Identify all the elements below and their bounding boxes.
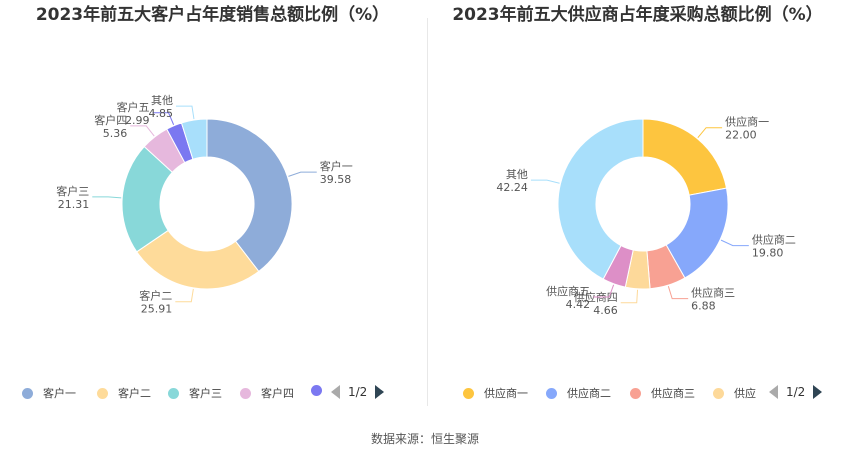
next-page-icon[interactable] xyxy=(813,385,823,399)
slice-label-value: 2.99 xyxy=(125,114,150,127)
legend-label: 客户三 xyxy=(189,387,222,400)
leader-line xyxy=(530,179,560,184)
leader-line xyxy=(92,196,122,199)
next-page-icon[interactable] xyxy=(375,385,385,399)
supplier-chart-panel: 2023年前五大供应商占年度采购总额比例（%） 供应商一 22.00 供应商二 19.… xyxy=(425,0,850,415)
slice-label-name: 客户五 xyxy=(117,100,150,114)
prev-page-icon[interactable] xyxy=(331,385,340,399)
legend-label: 客户二 xyxy=(118,387,151,400)
slice-label-name: 供应商二 xyxy=(752,233,796,247)
leader-line xyxy=(593,284,615,298)
slice-label-name: 供应商三 xyxy=(691,286,735,300)
legend-item[interactable]: 供应 xyxy=(713,385,756,401)
leader-line xyxy=(620,289,639,304)
slice-label-name: 客户二 xyxy=(139,289,172,303)
legend-dot xyxy=(168,387,179,399)
leader-line xyxy=(720,239,749,247)
legend-item[interactable]: 供应商二 xyxy=(546,385,611,401)
slice-label-value: 25.91 xyxy=(141,303,173,316)
chart-title: 2023年前五大供应商占年度采购总额比例（%） xyxy=(452,5,823,25)
slice-label-value: 4.85 xyxy=(148,107,173,120)
legend-item[interactable]: 客户四 xyxy=(240,385,294,401)
legend-dot xyxy=(546,387,557,399)
leader-line xyxy=(152,112,175,125)
legend-label: 供应商三 xyxy=(651,387,695,400)
leader-line xyxy=(697,127,723,139)
slice-label-name: 其他 xyxy=(151,94,173,107)
legend-page-indicator: 1/2 xyxy=(786,385,806,399)
slice-label-value: 19.80 xyxy=(752,247,784,260)
slice-label-value: 42.24 xyxy=(496,181,528,194)
legend-label: 客户一 xyxy=(43,387,76,400)
legend-item[interactable] xyxy=(311,385,332,396)
leader-line xyxy=(130,125,155,137)
legend-dot xyxy=(311,385,322,396)
supplier-donut-chart: 供应商一22.00供应商二19.80供应商三6.88供应商四4.66供应商五4.… xyxy=(496,115,796,317)
legend-dot xyxy=(240,387,251,399)
slice-label-value: 39.58 xyxy=(320,173,352,186)
donut-slice[interactable] xyxy=(136,229,260,290)
legend-label: 供应 xyxy=(734,387,756,400)
legend-label: 供应商一 xyxy=(484,387,528,400)
donut-slice[interactable] xyxy=(557,118,644,280)
legend-item[interactable]: 供应商一 xyxy=(463,385,528,401)
slice-label-name: 供应商五 xyxy=(546,284,590,298)
legend-dot xyxy=(463,387,474,399)
legend-page-indicator: 1/2 xyxy=(348,385,368,399)
data-source: 数据来源：恒生聚源 xyxy=(370,432,479,446)
slice-label-value: 6.88 xyxy=(691,300,716,313)
legend-pager: 1/2 xyxy=(331,385,385,399)
slice-label-name: 客户一 xyxy=(320,159,353,173)
legend-dot xyxy=(713,387,724,399)
leader-line xyxy=(175,288,194,303)
legend-dot xyxy=(630,387,641,399)
leader-line xyxy=(175,105,195,120)
donut-slice[interactable] xyxy=(642,118,728,196)
donut-slice[interactable] xyxy=(206,118,293,273)
leader-line xyxy=(288,171,317,177)
legend-item[interactable]: 客户三 xyxy=(168,385,222,401)
slice-label-name: 客户四 xyxy=(94,113,127,127)
slice-label-value: 22.00 xyxy=(725,129,757,142)
slice-label-value: 4.42 xyxy=(566,298,591,311)
legend-label: 供应商二 xyxy=(567,387,611,400)
prev-page-icon[interactable] xyxy=(769,385,778,399)
legend: 供应商一 供应商二 供应商三 供应 1/2 xyxy=(425,381,850,405)
slice-label-value: 5.36 xyxy=(103,127,128,140)
legend-pager: 1/2 xyxy=(769,385,823,399)
legend-label: 客户四 xyxy=(261,387,294,400)
legend-item[interactable]: 客户一 xyxy=(22,385,76,401)
slice-label-name: 供应商一 xyxy=(725,115,769,129)
slice-label-name: 客户三 xyxy=(56,184,89,198)
legend: 客户一 客户二 客户三 客户四 1/2 xyxy=(0,381,425,405)
legend-item[interactable]: 供应商三 xyxy=(630,385,695,401)
slice-label-value: 21.31 xyxy=(58,198,90,211)
legend-item[interactable]: 客户二 xyxy=(97,385,151,401)
legend-dot xyxy=(97,387,108,399)
chart-title: 2023年前五大客户占年度销售总额比例（%） xyxy=(35,5,390,25)
customer-chart-panel: 2023年前五大客户占年度销售总额比例（%） 客户一 39.58 客户二 25.91 客… xyxy=(0,0,425,415)
slice-label-name: 其他 xyxy=(506,168,528,181)
slice-label-value: 4.66 xyxy=(593,304,618,317)
panel-divider xyxy=(427,18,428,406)
leader-line xyxy=(667,286,689,300)
legend-dot xyxy=(22,387,33,399)
donut-slice[interactable] xyxy=(180,118,208,160)
